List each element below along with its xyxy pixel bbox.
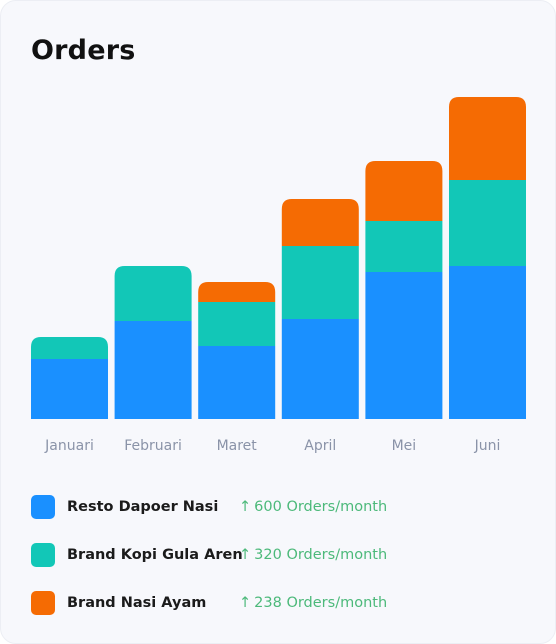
x-tick-label: Juni <box>474 438 501 454</box>
x-tick-label: Mei <box>392 438 417 454</box>
legend-rate: ↑ 320 Orders/month <box>239 547 387 563</box>
bar-segment-brand-nasi-ayam-april <box>281 199 359 246</box>
orders-stacked-bar-chart: Januari Februari Maret April Mei Juni <box>31 97 526 454</box>
bar-segment-brand-kopi-gula-aren-februari <box>114 266 192 321</box>
legend-rate-text: 320 Orders/month <box>254 547 388 563</box>
bar-segment-brand-kopi-gula-aren-maret <box>198 302 276 346</box>
arrow-up-icon: ↑ <box>239 547 252 563</box>
bar-segment-brand-nasi-ayam-mei <box>365 161 443 221</box>
bar-segment-brand-nasi-ayam-maret <box>198 282 276 302</box>
bar-segment-resto-dapoer-nasi-april <box>281 319 359 419</box>
x-tick-label: Maret <box>217 438 258 454</box>
legend-item-brand-nasi-ayam: Brand Nasi Ayam ↑ 238 Orders/month <box>31 590 531 616</box>
bar-segment-resto-dapoer-nasi-mei <box>365 272 443 419</box>
legend-item-brand-kopi-gula-aren: Brand Kopi Gula Aren ↑ 320 Orders/month <box>31 542 531 568</box>
bar-segment-brand-kopi-gula-aren-januari <box>31 337 108 359</box>
bar-segment-resto-dapoer-nasi-februari <box>114 321 192 419</box>
bar-segment-resto-dapoer-nasi-juni <box>449 266 526 419</box>
legend-swatch <box>31 543 55 567</box>
legend-rate: ↑ 600 Orders/month <box>239 499 387 515</box>
legend-label: Brand Nasi Ayam <box>67 595 207 611</box>
bar-segment-brand-nasi-ayam-juni <box>449 97 526 180</box>
legend-swatch <box>31 495 55 519</box>
legend-rate: ↑ 238 Orders/month <box>239 595 387 611</box>
legend-rate-text: 238 Orders/month <box>254 595 388 611</box>
bar-segment-resto-dapoer-nasi-januari <box>31 359 108 419</box>
bar-segment-brand-kopi-gula-aren-mei <box>365 221 443 272</box>
bar-segment-resto-dapoer-nasi-maret <box>198 346 276 419</box>
arrow-up-icon: ↑ <box>239 499 252 515</box>
x-tick-label: April <box>304 438 336 454</box>
bar-segment-brand-kopi-gula-aren-juni <box>449 180 526 266</box>
legend-item-resto-dapoer-nasi: Resto Dapoer Nasi ↑ 600 Orders/month <box>31 494 531 520</box>
x-tick-label: Februari <box>124 438 182 454</box>
arrow-up-icon: ↑ <box>239 595 252 611</box>
legend-swatch <box>31 591 55 615</box>
x-tick-label: Januari <box>44 438 94 454</box>
legend-label: Resto Dapoer Nasi <box>67 499 219 515</box>
legend-rate-text: 600 Orders/month <box>254 499 388 515</box>
card-title: Orders <box>31 35 136 66</box>
bar-segment-brand-kopi-gula-aren-april <box>281 246 359 319</box>
legend-label: Brand Kopi Gula Aren <box>67 547 243 563</box>
